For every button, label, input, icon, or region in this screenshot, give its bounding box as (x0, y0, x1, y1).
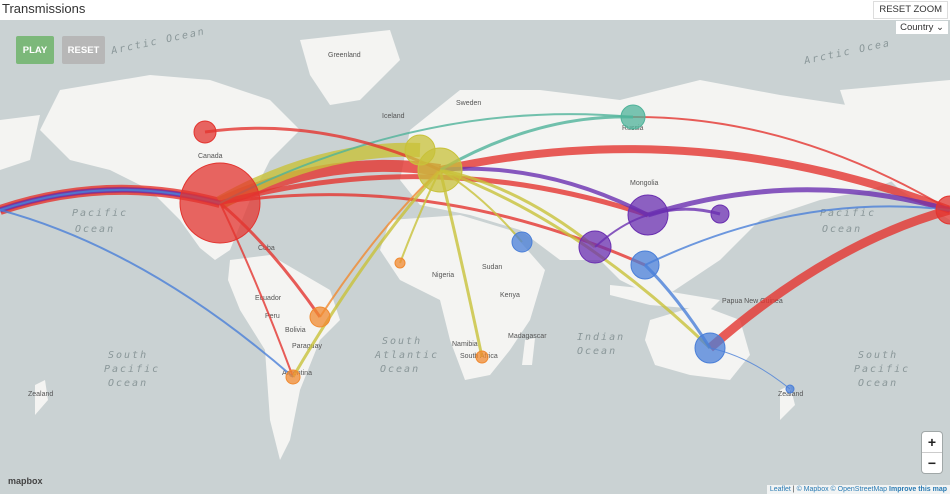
location-node[interactable] (620, 104, 646, 130)
transmission-arc (632, 115, 950, 211)
south-america (228, 255, 340, 460)
location-node[interactable] (630, 250, 660, 280)
location-node[interactable] (179, 162, 261, 244)
country-select[interactable]: Country ⌄ (896, 21, 948, 34)
mapbox-link[interactable]: © Mapbox (796, 486, 829, 493)
transmission-arc (291, 168, 442, 378)
label-north-pacific-2: Pacific (820, 208, 876, 219)
label-ecuador: Ecuador (255, 295, 282, 302)
label-south-pacific-2b: Pacific (854, 364, 910, 375)
transmission-arc (439, 166, 649, 217)
improve-map-link[interactable]: Improve this map (889, 486, 947, 493)
location-node[interactable] (193, 120, 217, 144)
country-select-label: Country (900, 22, 934, 33)
greenland (300, 30, 400, 105)
label-south-atlantic-3: Ocean (380, 364, 420, 375)
label-south-pacific-2: South (858, 350, 898, 361)
label-sweden: Sweden (456, 100, 481, 107)
label-south-pacific-1b: Pacific (104, 364, 160, 375)
transmission-arc (0, 209, 294, 378)
location-node[interactable] (309, 306, 331, 328)
label-greenland: Greenland (328, 52, 361, 59)
label-sudan: Sudan (482, 264, 502, 271)
zoom-control: + − (922, 432, 942, 473)
label-north-pacific-2b: Ocean (822, 224, 862, 235)
new-zealand-left (35, 380, 48, 415)
asia-left (0, 115, 40, 170)
transmission-arc (219, 113, 634, 204)
label-north-pacific-1: Pacific (72, 208, 128, 219)
label-kenya: Kenya (500, 292, 520, 299)
label-mongolia: Mongolia (630, 180, 659, 187)
transmission-arc (707, 205, 950, 352)
location-node[interactable] (935, 195, 950, 225)
transmission-arc (439, 115, 634, 172)
north-america-right (840, 80, 950, 220)
label-iceland: Iceland (382, 113, 405, 120)
location-node[interactable] (404, 134, 436, 166)
label-nigeria: Nigeria (432, 272, 454, 279)
label-arctic-ocean: Arctic Ocean (109, 26, 206, 57)
label-canada: Canada (198, 153, 223, 160)
location-node[interactable] (394, 257, 406, 269)
transmission-arc (439, 168, 712, 350)
indonesia (610, 285, 720, 310)
zoom-out-button[interactable]: − (922, 452, 942, 473)
location-node[interactable] (475, 350, 489, 364)
play-button[interactable]: PLAY (16, 36, 54, 64)
transmission-arc (647, 187, 950, 218)
location-node[interactable] (511, 231, 533, 253)
leaflet-link[interactable]: Leaflet (769, 486, 791, 493)
transmission-arc (439, 145, 950, 214)
label-arctic-ocean-2: Arctic Ocea (802, 38, 892, 67)
label-new-zealand-right: Zealand (778, 391, 803, 398)
land-layer (0, 30, 950, 460)
label-south-pacific-1: South (108, 350, 148, 361)
location-node[interactable] (627, 194, 669, 236)
label-indian-ocean-2: Ocean (577, 346, 617, 357)
label-new-zealand-left: Zealand (28, 391, 53, 398)
label-indian-ocean-1: Indian (577, 332, 625, 343)
osm-link[interactable]: © OpenStreetMap (830, 486, 888, 493)
label-south-pacific-1c: Ocean (108, 378, 148, 389)
madagascar (522, 338, 535, 365)
location-node[interactable] (285, 369, 301, 385)
attribution-separator: | (790, 486, 797, 493)
location-node[interactable] (785, 384, 795, 394)
label-bolivia: Bolivia (285, 327, 306, 334)
attribution: Leaflet | © Mapbox © OpenStreetMap Impro… (766, 485, 950, 494)
map[interactable]: Country ⌄ PLAY RESET Arctic Ocean Arctic… (0, 20, 950, 494)
location-node[interactable] (578, 230, 612, 264)
zoom-in-button[interactable]: + (927, 434, 937, 450)
label-papua-new-guinea: Papua New Guinea (722, 298, 783, 305)
location-node[interactable] (694, 332, 726, 364)
transmission-arc (644, 205, 950, 266)
label-south-pacific-2c: Ocean (858, 378, 898, 389)
chevron-down-icon: ⌄ (936, 22, 944, 33)
reset-zoom-button[interactable]: RESET ZOOM (873, 1, 948, 19)
label-namibia: Namibia (452, 341, 478, 348)
label-paraguay: Paraguay (292, 343, 322, 350)
page-title: Transmissions (2, 1, 86, 16)
africa (380, 215, 545, 380)
new-zealand-right (780, 385, 795, 420)
label-madagascar: Madagascar (508, 333, 547, 340)
europe-asia (400, 80, 930, 300)
map-canvas: Arctic Ocean Arctic Ocea Greenland Icela… (0, 26, 950, 460)
reset-button[interactable]: RESET (62, 36, 105, 64)
label-north-pacific-1b: Ocean (75, 224, 115, 235)
location-node[interactable] (710, 204, 730, 224)
label-peru: Peru (265, 313, 280, 320)
label-south-atlantic-1: South (382, 336, 422, 347)
label-south-atlantic-2: Atlantic (374, 350, 439, 361)
mapbox-logo: mapbox (8, 476, 43, 486)
